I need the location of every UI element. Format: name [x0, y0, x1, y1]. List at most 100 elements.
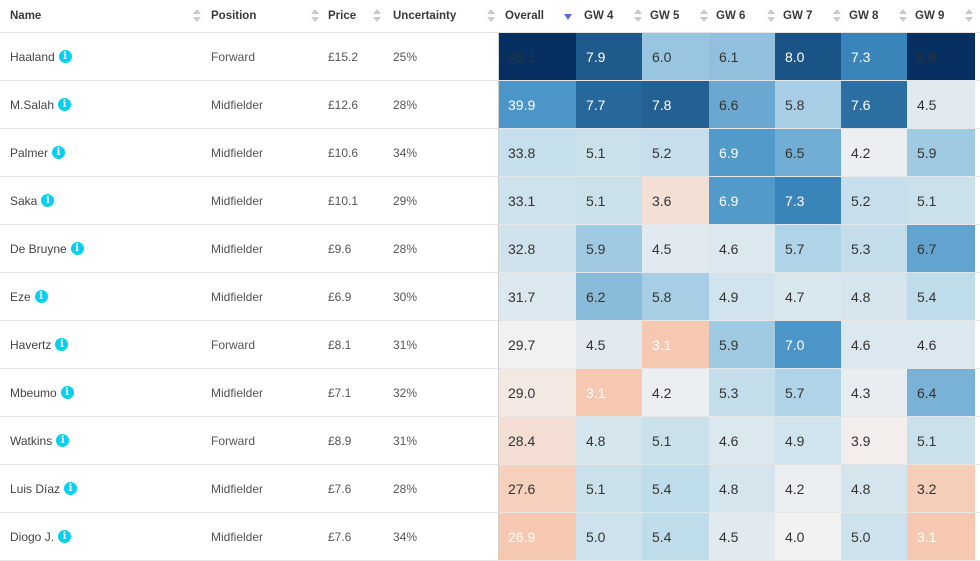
player-name-cell: Mbeumo i	[10, 369, 74, 416]
column-header-gw6[interactable]: GW 6	[716, 10, 746, 22]
gameweek-score-cell: 4.6	[907, 321, 975, 368]
player-name-cell: Saka i	[10, 177, 55, 224]
gameweek-score-cell: 6.7	[907, 225, 975, 272]
gameweek-score-cell: 5.1	[907, 177, 975, 224]
table-body: Haaland i Forward £15.2 25% 45.1 7.9 6.0 6.1 8.0 7…	[0, 33, 980, 561]
sort-toggle-icon[interactable]	[700, 8, 708, 24]
overall-score-cell: 39.9	[498, 81, 576, 128]
overall-score-cell: 26.9	[498, 513, 576, 560]
player-position: Midfielder	[211, 241, 264, 256]
player-price: £8.1	[328, 337, 352, 352]
gameweek-score-cell: 4.2	[775, 465, 841, 512]
sort-descending-icon[interactable]	[564, 14, 572, 20]
table-row[interactable]: M.Salah i Midfielder £12.6 28% 39.9 7.7 7.8 6.6 5…	[0, 81, 980, 129]
gameweek-score-cell: 7.3	[841, 33, 907, 80]
table-row[interactable]: Eze i Midfielder £6.9 30% 31.7 6.2 5.8 4.9 4.7 4.8…	[0, 273, 980, 321]
sort-toggle-icon[interactable]	[767, 8, 775, 24]
player-uncertainty: 28%	[393, 241, 418, 256]
player-name-cell: Eze i	[10, 273, 48, 320]
column-header-price[interactable]: Price	[328, 10, 357, 22]
info-icon[interactable]: i	[58, 50, 72, 63]
player-name-cell: Watkins i	[10, 417, 70, 464]
gameweek-score-cell: 5.2	[642, 129, 709, 176]
column-header-overall[interactable]: Overall	[505, 10, 544, 22]
gameweek-score-cell: 4.0	[775, 513, 841, 560]
player-position: Midfielder	[211, 97, 264, 112]
gameweek-score-cell: 5.7	[775, 225, 841, 272]
info-icon[interactable]: i	[41, 194, 55, 207]
gameweek-score-cell: 5.1	[576, 129, 642, 176]
column-header-gw4[interactable]: GW 4	[584, 10, 614, 22]
sort-toggle-icon[interactable]	[311, 8, 319, 24]
info-icon[interactable]: i	[55, 338, 69, 351]
player-name-cell: Luis Díaz i	[10, 465, 78, 512]
player-uncertainty: 31%	[393, 433, 418, 448]
sort-toggle-icon[interactable]	[965, 8, 973, 24]
table-row[interactable]: Saka i Midfielder £10.1 29% 33.1 5.1 3.6 6.9 7.3 5…	[0, 177, 980, 225]
gameweek-score-cell: 8.0	[775, 33, 841, 80]
table-row[interactable]: Diogo J. i Midfielder £7.6 34% 26.9 5.0 5.4 4.5 4…	[0, 513, 980, 561]
table-row[interactable]: De Bruyne i Midfielder £9.6 28% 32.8 5.9 4.5 4.6…	[0, 225, 980, 273]
player-uncertainty: 29%	[393, 193, 418, 208]
table-row[interactable]: Watkins i Forward £8.9 31% 28.4 4.8 5.1 4.6 4.9 3.…	[0, 417, 980, 465]
player-name-cell: Diogo J. i	[10, 513, 72, 560]
overall-score-cell: 31.7	[498, 273, 576, 320]
column-header-gw5[interactable]: GW 5	[650, 10, 680, 22]
player-name: Saka	[10, 193, 38, 208]
column-header-position[interactable]: Position	[211, 10, 257, 22]
gameweek-score-cell: 4.8	[709, 465, 775, 512]
info-icon[interactable]: i	[60, 386, 74, 399]
player-position: Forward	[211, 337, 256, 352]
gameweek-score-cell: 4.6	[841, 321, 907, 368]
player-uncertainty: 28%	[393, 481, 418, 496]
gameweek-score-cell: 5.3	[709, 369, 775, 416]
player-name: Eze	[10, 289, 31, 304]
column-header-uncertainty[interactable]: Uncertainty	[393, 10, 457, 22]
gameweek-score-cell: 4.9	[775, 417, 841, 464]
player-name: Mbeumo	[10, 385, 57, 400]
sort-toggle-icon[interactable]	[193, 8, 201, 24]
column-header-gw7[interactable]: GW 7	[783, 10, 813, 22]
sort-toggle-icon[interactable]	[487, 8, 495, 24]
gameweek-score-cell: 5.7	[775, 369, 841, 416]
gameweek-score-cell: 5.1	[576, 177, 642, 224]
info-icon[interactable]: i	[64, 482, 78, 495]
table-row[interactable]: Luis Díaz i Midfielder £7.6 28% 27.6 5.1 5.4 4.8…	[0, 465, 980, 513]
sort-toggle-icon[interactable]	[833, 8, 841, 24]
gameweek-score-cell: 4.2	[642, 369, 709, 416]
table-row[interactable]: Haaland i Forward £15.2 25% 45.1 7.9 6.0 6.1 8.0 7…	[0, 33, 980, 81]
info-icon[interactable]: i	[56, 434, 70, 447]
column-header-gw8[interactable]: GW 8	[849, 10, 879, 22]
column-header-name[interactable]: Name	[10, 10, 42, 22]
gameweek-score-cell: 4.7	[775, 273, 841, 320]
sort-toggle-icon[interactable]	[899, 8, 907, 24]
gameweek-score-cell: 6.1	[709, 33, 775, 80]
info-icon[interactable]: i	[58, 530, 72, 543]
info-icon[interactable]: i	[70, 242, 84, 255]
column-header-gw9[interactable]: GW 9	[915, 10, 945, 22]
overall-score-cell: 33.8	[498, 129, 576, 176]
sort-toggle-icon[interactable]	[373, 8, 381, 24]
player-uncertainty: 28%	[393, 97, 418, 112]
table-row[interactable]: Mbeumo i Midfielder £7.1 32% 29.0 3.1 4.2 5.3 5.7…	[0, 369, 980, 417]
gameweek-score-cell: 6.0	[642, 33, 709, 80]
player-name: Haaland	[10, 49, 55, 64]
player-uncertainty: 34%	[393, 529, 418, 544]
player-price: £6.9	[328, 289, 352, 304]
info-icon[interactable]: i	[52, 146, 66, 159]
overall-score-cell: 45.1	[498, 33, 576, 80]
player-position: Midfielder	[211, 481, 264, 496]
player-price: £7.1	[328, 385, 352, 400]
gameweek-score-cell: 4.2	[841, 129, 907, 176]
info-icon[interactable]: i	[58, 98, 72, 111]
gameweek-score-cell: 5.1	[642, 417, 709, 464]
table-row[interactable]: Palmer i Midfielder £10.6 34% 33.8 5.1 5.2 6.9 6.…	[0, 129, 980, 177]
gameweek-score-cell: 3.6	[642, 177, 709, 224]
table-row[interactable]: Havertz i Forward £8.1 31% 29.7 4.5 3.1 5.9 7.0 4.…	[0, 321, 980, 369]
player-price: £9.6	[328, 241, 352, 256]
info-icon[interactable]: i	[34, 290, 48, 303]
gameweek-score-cell: 6.4	[907, 369, 975, 416]
gameweek-score-cell: 5.8	[642, 273, 709, 320]
sort-toggle-icon[interactable]	[634, 8, 642, 24]
